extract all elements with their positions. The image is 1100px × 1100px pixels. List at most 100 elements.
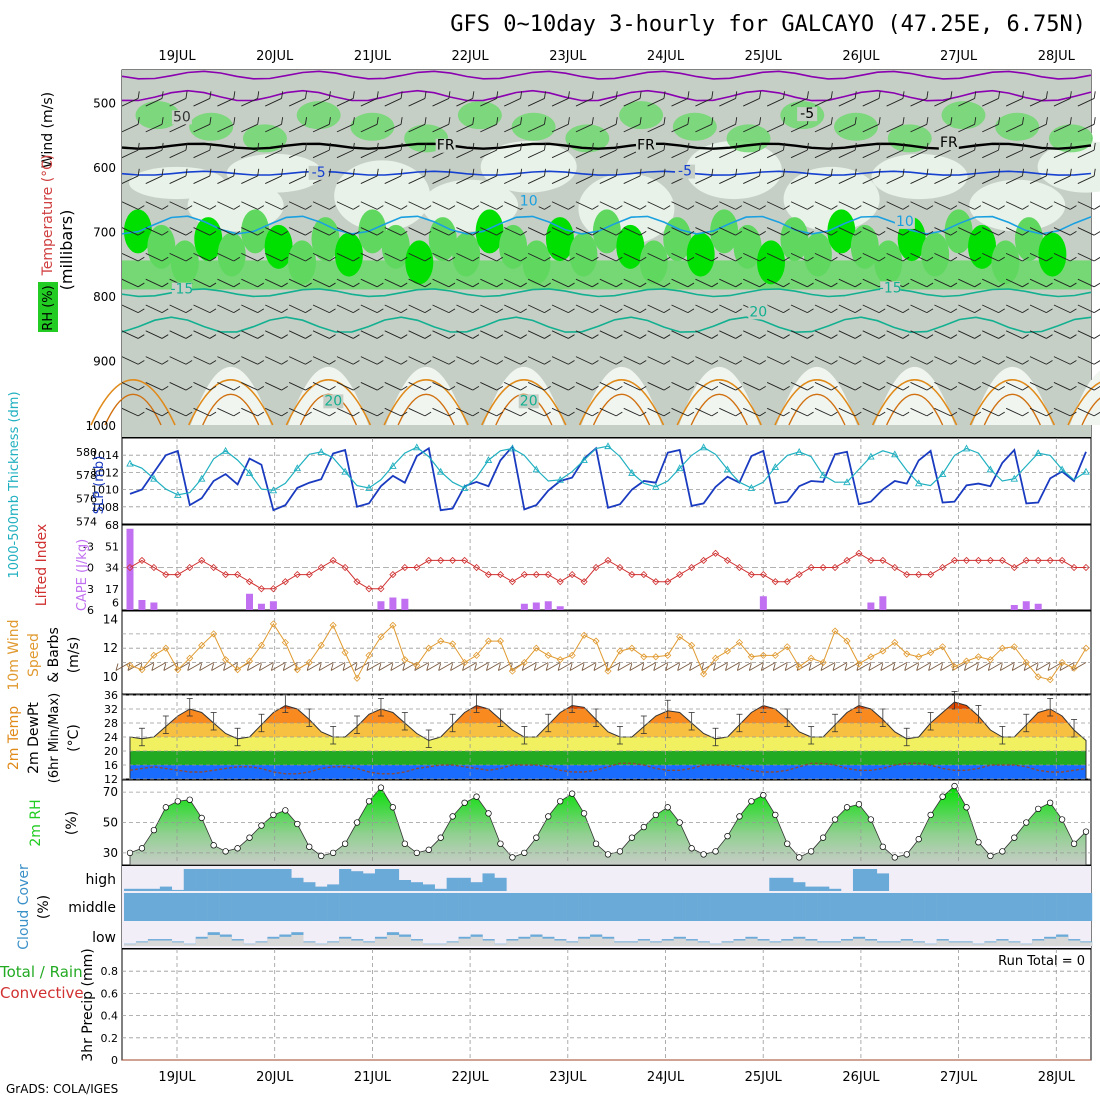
wind-barb-shaft [480, 227, 497, 236]
cloud-clear-fraction [386, 934, 400, 946]
cloud-bar-middle [852, 893, 866, 921]
wind-speed-marker [401, 656, 409, 664]
wind-barb [336, 117, 355, 133]
thickness-marker [604, 442, 612, 450]
wind-barb-flag [759, 360, 766, 365]
wind-barb-shaft [360, 407, 378, 417]
pressure-tick-label: 900 [93, 354, 116, 368]
rh-marker [1070, 840, 1078, 847]
wind-barb-shaft [814, 175, 832, 184]
wind-barb-flag [639, 168, 642, 176]
wind-barb-shaft [288, 201, 306, 210]
wind-speed-marker [771, 651, 779, 659]
surface-wind-barb [904, 662, 919, 671]
rh-marker [473, 793, 480, 800]
wind-barb-flag [161, 334, 169, 339]
wind-barb-flag [1022, 360, 1029, 365]
wind-barb-flag [735, 168, 738, 176]
wind-barb [766, 252, 790, 262]
wind-barb-flag [161, 168, 164, 176]
wind-barb-flag [448, 256, 456, 262]
wind-barb-flag [759, 168, 762, 176]
wind-barb-shaft [456, 175, 473, 184]
wind-barb-flag [448, 385, 456, 391]
wind-barb-shaft [838, 330, 856, 339]
wind-barb-shaft [456, 201, 473, 210]
wind-barb-shaft [378, 662, 394, 671]
wind-barb-flag [209, 168, 212, 176]
wind-barb-shaft [169, 330, 187, 339]
cloud-bar-high [769, 877, 782, 891]
wind-barb-shaft [910, 175, 928, 184]
wind-barb [504, 278, 527, 288]
wind-barb-shaft [265, 149, 282, 159]
surface-wind-barb [641, 662, 657, 671]
rh-dry-region [783, 166, 880, 232]
wind-speed-marker [1022, 658, 1030, 667]
wind-barb-shaft [121, 278, 139, 288]
wind-barb [336, 252, 360, 262]
rh-marker [748, 798, 755, 805]
wind-barb [647, 356, 671, 365]
wind-barb [1077, 304, 1100, 314]
cloud-bar-middle [255, 893, 268, 921]
surface-wind-barb [892, 662, 907, 671]
cloud-bar-middle [434, 893, 447, 921]
wind-barb-shaft [790, 252, 808, 262]
wind-speed-marker [508, 667, 516, 675]
wind-barb [169, 382, 193, 391]
wind-barb-flag [281, 117, 284, 125]
wind-barb-shaft [241, 149, 258, 159]
wind-barb-shaft [551, 98, 569, 107]
wind-barb-flag [496, 256, 504, 262]
wind-barb-flag [975, 663, 979, 671]
wind-barb [1005, 91, 1024, 107]
cloud-clear-fraction [864, 940, 878, 946]
wind-barb-shaft [288, 356, 306, 365]
wind-barb [288, 91, 307, 107]
wind-barb [743, 201, 766, 210]
wind-barb-flag [854, 168, 857, 176]
wind-barb-shaft [695, 175, 712, 184]
wind-speed-marker [795, 663, 803, 671]
wind-barb-flag [783, 385, 790, 391]
wind-barb-shaft [1053, 356, 1071, 365]
wind-barb-flag [353, 231, 360, 236]
thickness-marker [843, 478, 851, 486]
cloud-bar-middle [470, 893, 483, 921]
freezing-level-contour [121, 142, 1092, 150]
wind-barb-flag [592, 360, 599, 365]
lifted-index-marker [700, 556, 708, 564]
wind-barb [336, 201, 360, 210]
wind-barb-shaft [1005, 149, 1023, 159]
wind-barb-flag [1045, 142, 1048, 151]
thickness-axis-label: 1000-500mb Thickness (dm) [7, 391, 22, 578]
wind-barb [288, 117, 307, 133]
wind-barb-flag [305, 411, 312, 417]
rh-marker [927, 811, 934, 819]
rh-marker [1082, 828, 1090, 835]
cloud-bar-middle [709, 893, 722, 921]
cloud-bar-high [386, 869, 400, 891]
surface-wind-barb [665, 662, 680, 671]
wind-barb [288, 168, 307, 184]
wind-barb-flag [187, 663, 191, 671]
cloud-bar-middle [912, 893, 925, 921]
wind-barb [982, 168, 1001, 184]
wind-barb-flag [663, 91, 666, 99]
wind-barb-shaft [743, 201, 760, 210]
surface-wind-barb [748, 662, 764, 671]
wind-barb-flag [964, 663, 967, 671]
wind-barb-flag [902, 256, 910, 262]
wind-barb-shaft [647, 175, 665, 184]
lifted-index-marker [520, 571, 528, 579]
cape-bar [879, 596, 887, 610]
wind-barb-shaft [814, 382, 832, 391]
cloud-bar-middle [733, 893, 746, 921]
wind-barb [408, 382, 432, 391]
wind-barb-shaft [814, 407, 832, 417]
thickness-marker [891, 450, 899, 458]
wind-barb [982, 201, 1005, 210]
cloud-bar-high [482, 873, 495, 891]
wind-barb-flag [639, 308, 647, 314]
